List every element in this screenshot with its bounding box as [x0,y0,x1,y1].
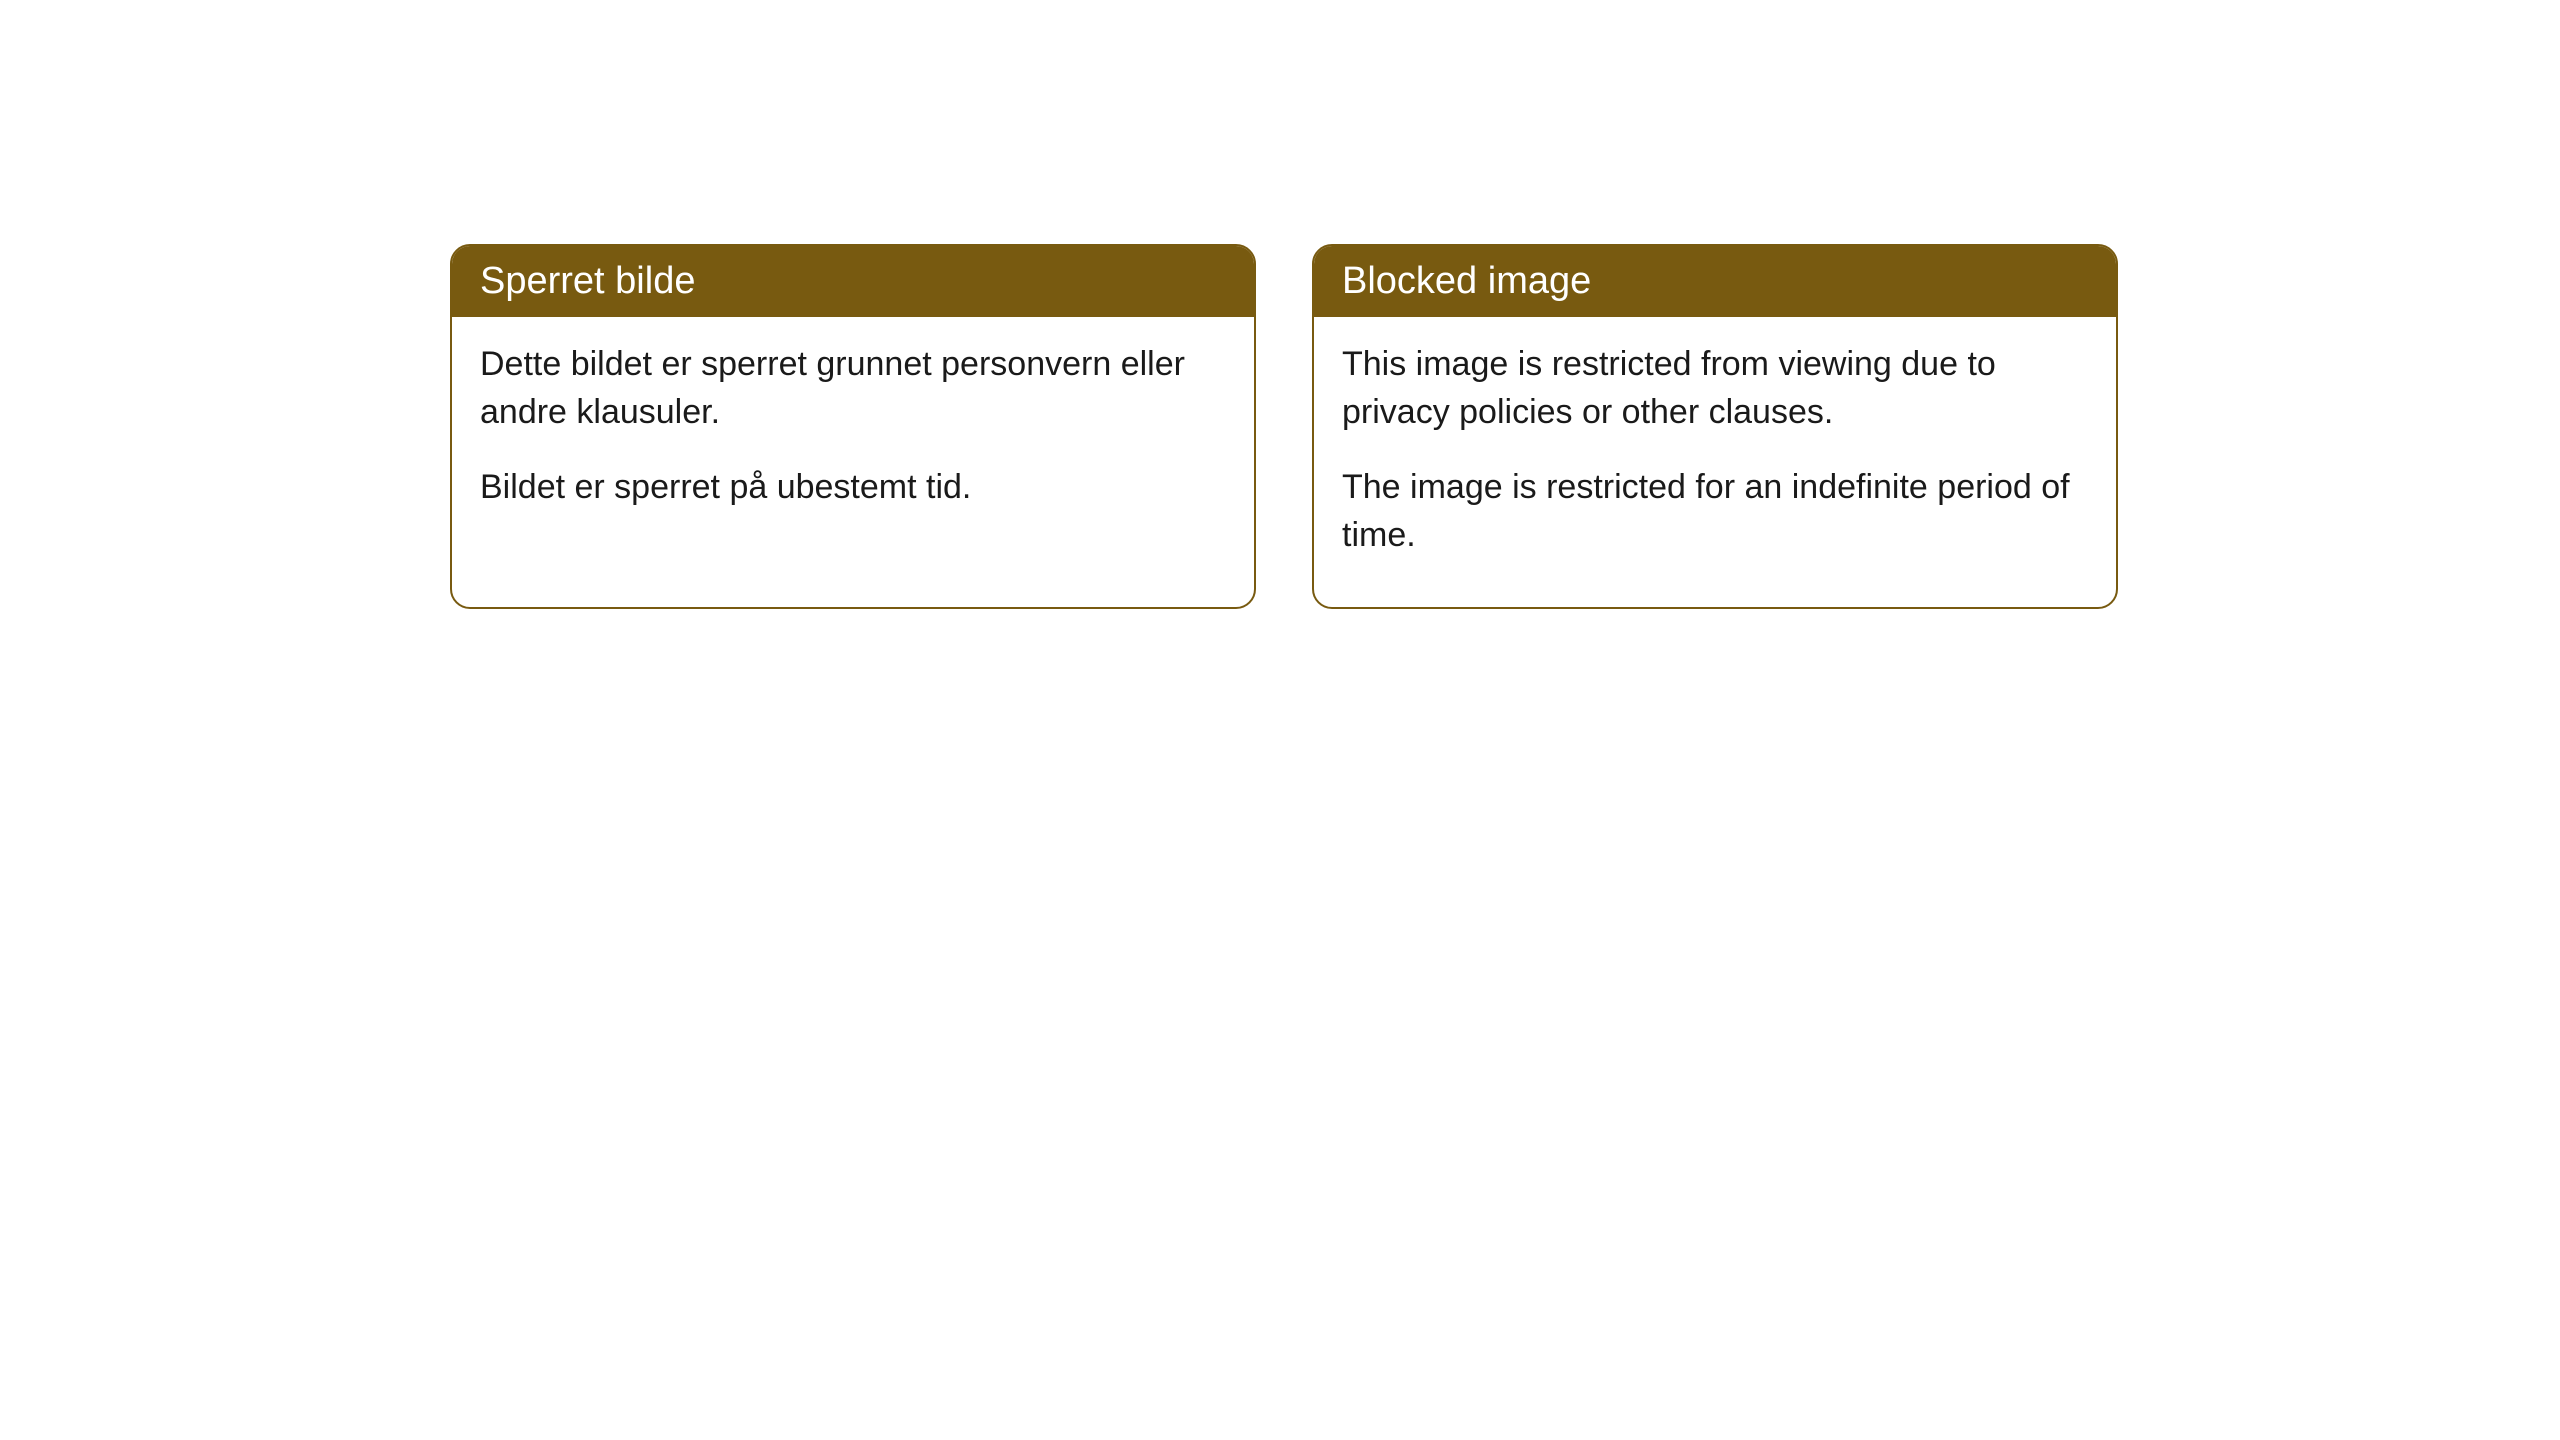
card-paragraph: This image is restricted from viewing du… [1342,341,2088,436]
card-title: Sperret bilde [480,260,695,302]
notice-cards-container: Sperret bilde Dette bildet er sperret gr… [450,244,2118,609]
card-paragraph: The image is restricted for an indefinit… [1342,464,2088,559]
card-paragraph: Bildet er sperret på ubestemt tid. [480,464,1226,512]
card-title: Blocked image [1342,260,1591,302]
card-paragraph: Dette bildet er sperret grunnet personve… [480,341,1226,436]
card-header: Sperret bilde [452,246,1254,317]
notice-card-english: Blocked image This image is restricted f… [1312,244,2118,609]
card-body: Dette bildet er sperret grunnet personve… [452,317,1254,560]
card-header: Blocked image [1314,246,2116,317]
notice-card-norwegian: Sperret bilde Dette bildet er sperret gr… [450,244,1256,609]
card-body: This image is restricted from viewing du… [1314,317,2116,607]
